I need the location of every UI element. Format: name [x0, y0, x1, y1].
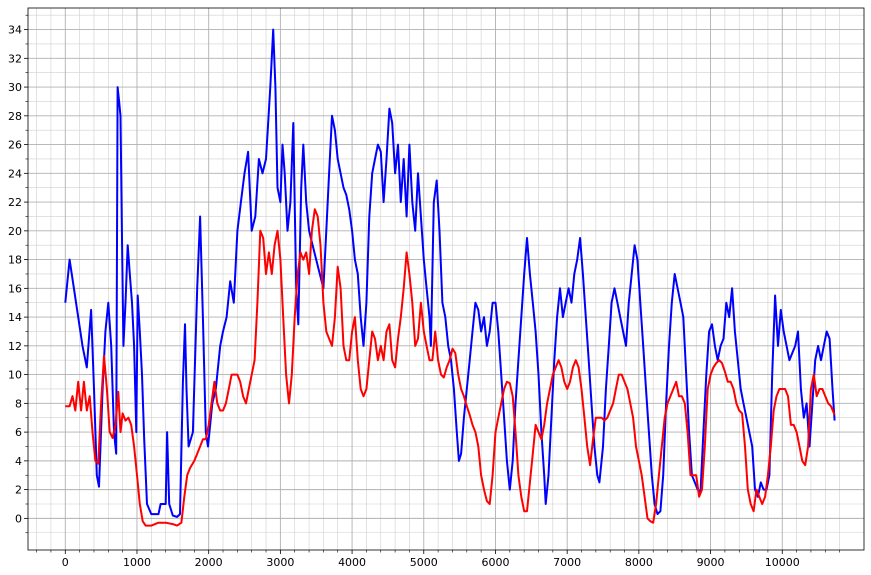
x-tick-label: 7000 [553, 556, 581, 569]
y-tick-label: 16 [8, 282, 22, 295]
y-tick-label: 24 [8, 167, 22, 180]
y-tick-label: 34 [8, 24, 22, 37]
y-tick-label: 8 [15, 397, 22, 410]
y-tick-label: 18 [8, 254, 22, 267]
y-tick-label: 20 [8, 225, 22, 238]
y-tick-label: 12 [8, 340, 22, 353]
x-tick-label: 10000 [765, 556, 800, 569]
x-tick-label: 9000 [697, 556, 725, 569]
series-line-1 [64, 28, 836, 518]
y-tick-label: 22 [8, 196, 22, 209]
y-tick-label: 4 [15, 455, 22, 468]
y-tick-label: 32 [8, 52, 22, 65]
x-tick-label: 3000 [266, 556, 294, 569]
x-tick-label: 0 [62, 556, 69, 569]
x-tick-label: 5000 [410, 556, 438, 569]
y-tick-label: 14 [8, 311, 22, 324]
x-tick-label: 8000 [625, 556, 653, 569]
y-tick-label: 28 [8, 110, 22, 123]
y-tick-label: 30 [8, 81, 22, 94]
x-tick-label: 1000 [123, 556, 151, 569]
y-tick-label: 6 [15, 426, 22, 439]
x-tick-label: 6000 [481, 556, 509, 569]
x-axis: 0 1000 2000 3000 4000 5000 6000 7000 8000 9000 100… [36, 550, 840, 569]
plot-frame [27, 7, 865, 551]
x-tick-label: 4000 [338, 556, 366, 569]
y-tick-label: 0 [15, 512, 22, 525]
y-tick-label: 10 [8, 369, 22, 382]
x-tick-label: 2000 [195, 556, 223, 569]
series-line-2 [65, 208, 836, 527]
y-tick-label: 26 [8, 139, 22, 152]
y-tick-label: 2 [15, 484, 22, 497]
minor-gridlines [28, 8, 864, 550]
series-layer [64, 28, 836, 527]
